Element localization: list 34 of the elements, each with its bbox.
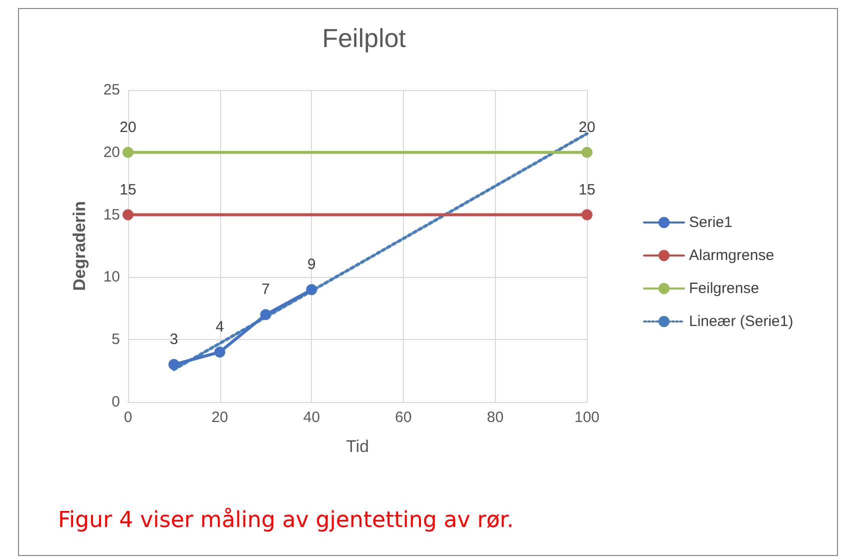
y-tick-label: 15 bbox=[103, 206, 120, 224]
legend-label: Serie1 bbox=[689, 214, 732, 231]
x-tick-label: 100 bbox=[574, 409, 600, 426]
y-tick-label: 20 bbox=[103, 144, 120, 161]
x-tick-label: 80 bbox=[486, 409, 504, 426]
text: Figur 4 viser måling av gjentetting av rør. bbox=[58, 508, 514, 533]
data-label: 15 bbox=[578, 181, 596, 198]
legend-label: Alarmgrense bbox=[689, 247, 774, 264]
point bbox=[214, 346, 226, 358]
y-tick-label: 0 bbox=[112, 394, 120, 410]
point bbox=[582, 146, 592, 158]
legend-label: Feilgrense bbox=[689, 280, 760, 297]
x-tick-label: 0 bbox=[124, 409, 132, 426]
y-tick-label: 25 bbox=[103, 82, 120, 98]
data-label: 7 bbox=[262, 281, 270, 298]
data-label: 4 bbox=[216, 318, 224, 336]
point bbox=[582, 209, 592, 220]
x-tick-label: 60 bbox=[395, 409, 412, 426]
point bbox=[260, 309, 272, 320]
point bbox=[122, 146, 134, 158]
x-tick-label: 40 bbox=[303, 409, 320, 426]
data-label: 20 bbox=[578, 118, 596, 136]
point bbox=[168, 359, 180, 370]
data-label: 9 bbox=[307, 256, 316, 274]
data-label: 3 bbox=[170, 331, 178, 348]
point bbox=[306, 284, 318, 296]
x-axis-title: Tid bbox=[346, 437, 369, 456]
legend-label: Lineær (Serie1) bbox=[689, 313, 794, 330]
y-axis-title: Degraderin bbox=[70, 201, 89, 291]
y-tick-label: 10 bbox=[103, 268, 120, 286]
x-tick-label: 20 bbox=[211, 409, 228, 426]
y-tick-label: 5 bbox=[112, 331, 120, 348]
point bbox=[122, 209, 134, 220]
chart-title: Feilplot bbox=[322, 23, 407, 53]
